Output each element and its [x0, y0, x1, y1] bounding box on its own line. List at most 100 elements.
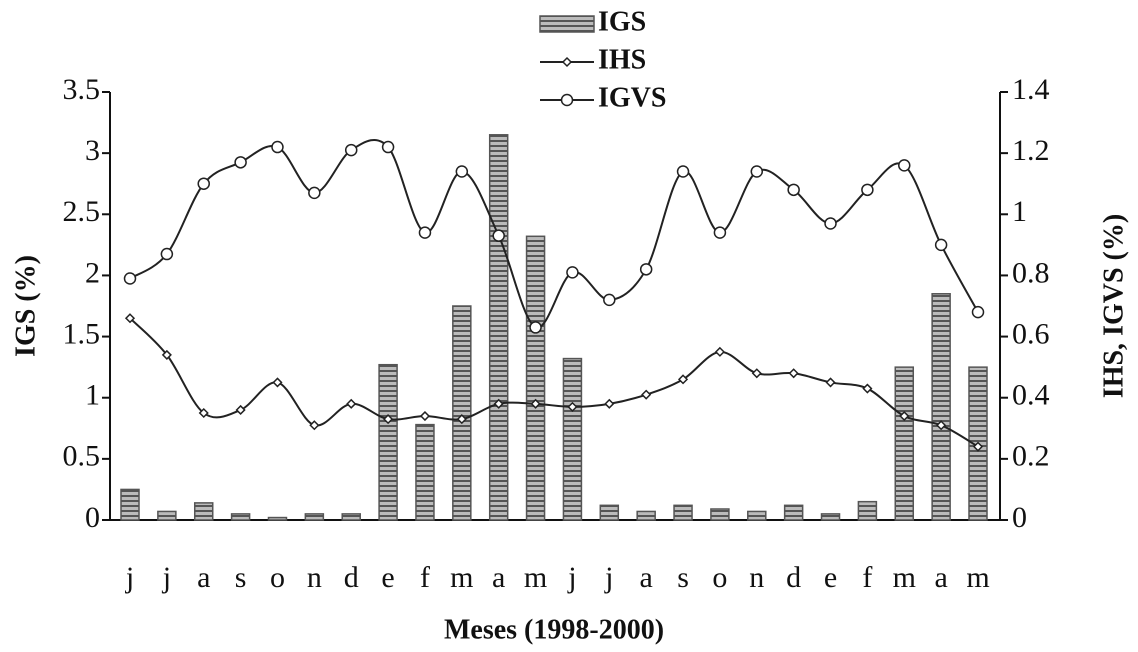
y-tick-label: 1.5: [63, 317, 101, 350]
y-tick-label: 2: [85, 256, 100, 289]
marker: [346, 398, 357, 409]
x-tick-label: o: [270, 561, 285, 594]
y-tick-label: 2.5: [63, 195, 101, 228]
bar: [230, 513, 251, 521]
marker: [676, 165, 690, 178]
marker: [641, 389, 652, 400]
bar: [525, 235, 546, 521]
marker: [787, 183, 800, 197]
marker: [530, 398, 541, 409]
marker: [418, 226, 432, 239]
y2-tick-label: 1.4: [1012, 73, 1050, 106]
x-tick-label: e: [824, 561, 837, 594]
bar: [341, 513, 361, 521]
y-axis-label: IGS (%): [10, 255, 41, 357]
x-tick-label: a: [492, 561, 505, 594]
x-tick-label: s: [235, 561, 247, 594]
marker: [639, 263, 653, 276]
marker: [714, 346, 725, 357]
marker: [561, 56, 573, 68]
y2-tick-label: 0: [1012, 501, 1027, 534]
marker: [750, 165, 764, 178]
marker: [160, 247, 174, 261]
x-tick-label: n: [307, 561, 322, 594]
x-tick-label: d: [786, 561, 801, 594]
y2-tick-label: 0.4: [1012, 379, 1050, 412]
marker: [124, 313, 136, 324]
legend-label: IGVS: [598, 82, 666, 113]
bar: [157, 510, 177, 521]
marker: [235, 404, 246, 416]
bar: [562, 357, 583, 521]
marker: [197, 177, 210, 190]
legend-swatch: [539, 15, 595, 33]
marker: [825, 377, 836, 388]
marker: [344, 143, 358, 157]
x-axis-label: Meses (1998-2000): [444, 614, 664, 645]
bar: [857, 500, 878, 521]
x-tick-label: m: [966, 561, 989, 594]
bar: [193, 502, 214, 521]
marker: [898, 159, 911, 172]
marker: [560, 93, 574, 107]
y-tick-label: 3: [85, 134, 100, 167]
marker: [308, 186, 321, 200]
y-tick-label: 0.5: [63, 440, 101, 473]
marker: [713, 226, 727, 239]
x-tick-label: m: [450, 561, 473, 594]
x-tick-label: m: [893, 561, 916, 594]
marker: [123, 272, 137, 285]
y2-tick-label: 0.8: [1012, 256, 1050, 289]
bar: [452, 305, 472, 521]
marker: [972, 441, 984, 452]
marker: [161, 349, 172, 360]
marker: [271, 140, 284, 154]
x-tick-label: j: [604, 561, 613, 594]
y-tick-label: 3.5: [63, 73, 101, 106]
marker: [604, 398, 615, 409]
bar: [820, 513, 841, 521]
bar: [378, 363, 398, 521]
marker: [566, 266, 579, 279]
y2-tick-label: 0.6: [1012, 317, 1050, 350]
x-tick-label: e: [381, 561, 394, 594]
bar: [747, 510, 767, 521]
y2-tick-label: 1.2: [1012, 134, 1050, 167]
bar: [120, 488, 140, 521]
marker: [455, 165, 469, 178]
bar: [267, 516, 288, 521]
bar: [931, 293, 951, 521]
marker: [309, 420, 320, 431]
marker: [751, 368, 762, 379]
marker: [383, 414, 394, 425]
x-tick-label: f: [862, 561, 872, 594]
x-tick-label: f: [420, 561, 430, 594]
y-tick-label: 1: [85, 379, 100, 412]
marker: [862, 383, 873, 394]
marker: [824, 217, 837, 230]
marker: [934, 238, 948, 252]
bar: [488, 134, 509, 521]
marker: [567, 401, 578, 412]
marker: [493, 398, 504, 409]
x-tick-label: a: [197, 561, 210, 594]
bar: [415, 423, 435, 521]
marker: [419, 410, 431, 422]
marker: [677, 374, 689, 385]
y-tick-label: 0: [85, 501, 100, 534]
x-tick-label: m: [524, 561, 547, 594]
bar: [599, 504, 620, 521]
bar: [636, 510, 656, 521]
marker: [529, 321, 542, 334]
bar: [673, 504, 693, 521]
line: [129, 317, 979, 448]
marker: [899, 410, 910, 422]
x-tick-label: o: [712, 561, 727, 594]
x-tick-label: a: [934, 561, 947, 594]
y2-tick-label: 1: [1012, 195, 1027, 228]
x-tick-label: a: [640, 561, 653, 594]
bar: [710, 508, 730, 521]
x-tick-label: s: [677, 561, 689, 594]
bar: [894, 366, 915, 521]
